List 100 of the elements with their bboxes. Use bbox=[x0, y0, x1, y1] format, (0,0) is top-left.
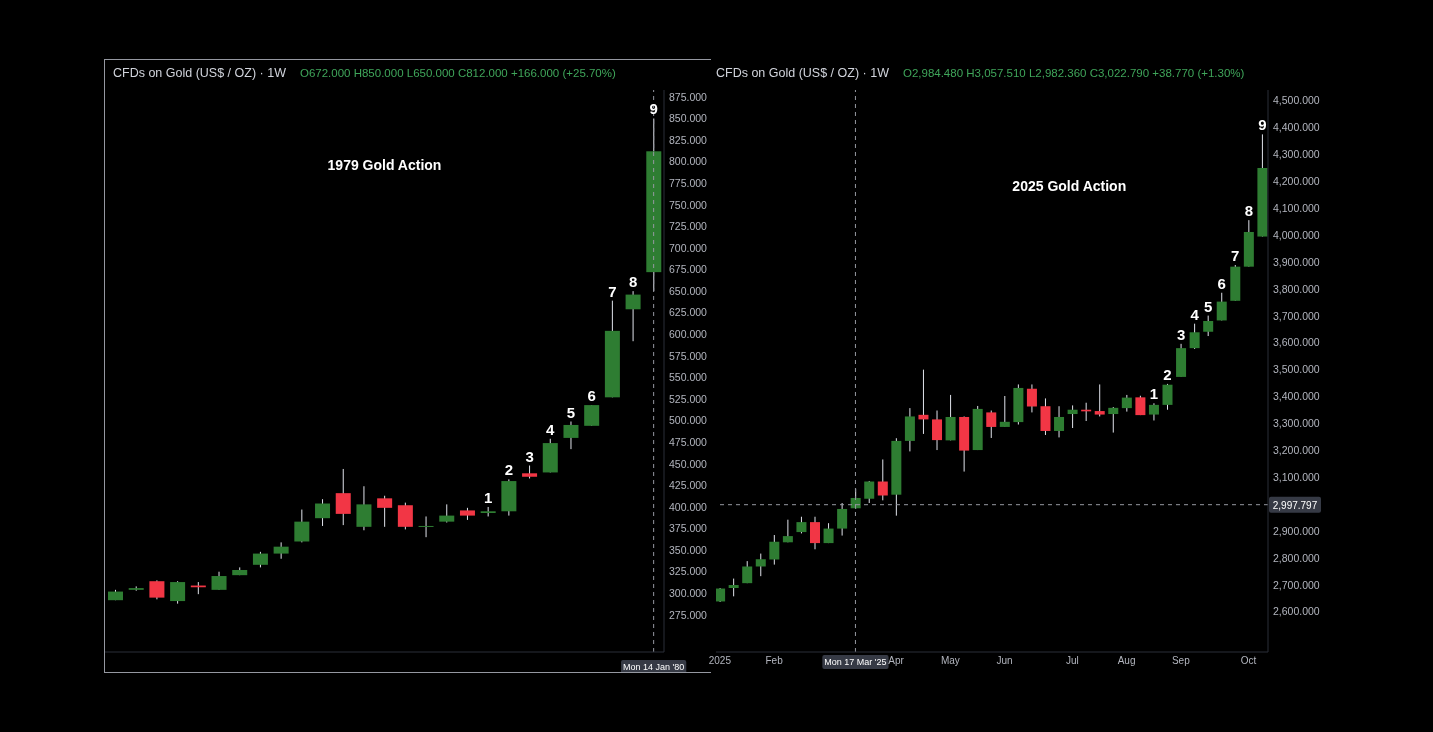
candlestick bbox=[1067, 404, 1078, 429]
candlestick bbox=[294, 509, 310, 543]
candlestick bbox=[356, 485, 372, 531]
y-tick-label: 750.000 bbox=[669, 198, 708, 211]
y-tick-label: 4,200.000 bbox=[1273, 175, 1320, 188]
y-tick-label: 4,000.000 bbox=[1273, 228, 1320, 241]
candlestick bbox=[563, 421, 579, 450]
x-tick-label: Jun bbox=[996, 655, 1013, 667]
y-tick-label: 425.000 bbox=[669, 479, 708, 492]
y-tick-label: 3,100.000 bbox=[1273, 470, 1320, 483]
x-tick-label: Sep bbox=[1171, 655, 1191, 667]
candlestick bbox=[418, 515, 434, 538]
y-tick-label: 2,900.000 bbox=[1273, 524, 1320, 537]
text: 5 bbox=[1204, 297, 1213, 315]
y-tick-label: 4,300.000 bbox=[1273, 148, 1320, 161]
y-tick-label: 4,100.000 bbox=[1273, 202, 1320, 215]
candlestick bbox=[1203, 315, 1214, 337]
candlestick bbox=[439, 503, 455, 524]
text: 3 bbox=[1176, 325, 1186, 343]
candlestick bbox=[170, 580, 186, 605]
chart-title: CFDs on Gold (US$ / OZ) · 1W bbox=[113, 66, 286, 80]
y-tick-label: 2,700.000 bbox=[1273, 578, 1320, 591]
y-tick-label: 2,600.000 bbox=[1273, 605, 1320, 618]
candlestick bbox=[1054, 405, 1065, 438]
candlestick bbox=[864, 480, 875, 504]
y-tick-label: 875.000 bbox=[669, 90, 708, 103]
y-tick-label: 575.000 bbox=[669, 349, 708, 362]
candlestick bbox=[1162, 383, 1173, 411]
candlestick bbox=[1108, 406, 1119, 434]
y-tick-label: 300.000 bbox=[669, 587, 708, 600]
y-tick-label: 625.000 bbox=[669, 306, 708, 319]
y-tick-label: 825.000 bbox=[669, 133, 708, 146]
candlestick bbox=[625, 290, 641, 342]
candlestick bbox=[999, 395, 1010, 428]
candlestick bbox=[1026, 383, 1037, 413]
candlestick bbox=[1216, 292, 1227, 321]
y-tick-label: 3,300.000 bbox=[1273, 417, 1320, 430]
candlestick bbox=[377, 495, 393, 528]
x-tick-label: Apr bbox=[888, 655, 905, 667]
text: 4 bbox=[546, 420, 555, 438]
y-tick-label: 3,200.000 bbox=[1273, 444, 1320, 457]
text: 8 bbox=[1244, 201, 1254, 219]
y-tick-label: 3,700.000 bbox=[1273, 309, 1320, 322]
y-tick-label: 3,600.000 bbox=[1273, 336, 1320, 349]
text: 9 bbox=[1258, 115, 1267, 133]
text: 6 bbox=[587, 386, 596, 404]
text: 1 bbox=[1149, 384, 1159, 402]
y-tick-label: 775.000 bbox=[669, 176, 708, 189]
text: 7 bbox=[1231, 246, 1240, 264]
y-tick-label: 3,900.000 bbox=[1273, 255, 1320, 268]
candlestick bbox=[837, 502, 848, 537]
candlestick bbox=[932, 410, 943, 451]
text: 2 bbox=[1163, 365, 1172, 383]
chart-subtitle: O2,984.480 H3,057.510 L2,982.360 C3,022.790 +38.770 (+1.30%) bbox=[902, 67, 1245, 79]
candlestick bbox=[945, 394, 956, 441]
y-tick-label: 375.000 bbox=[669, 522, 708, 535]
y-tick-label: 600.000 bbox=[669, 328, 708, 341]
y-tick-label: 275.000 bbox=[669, 608, 708, 621]
y-tick-label: 450.000 bbox=[669, 457, 708, 470]
text: 7 bbox=[608, 282, 617, 300]
candlestick bbox=[335, 468, 351, 526]
y-tick-label: 700.000 bbox=[669, 241, 708, 254]
y-tick-label: 800.000 bbox=[669, 155, 708, 168]
text: 4 bbox=[1190, 305, 1199, 323]
x-tick-label: Jul bbox=[1065, 655, 1079, 667]
y-tick-label: 725.000 bbox=[669, 220, 708, 233]
candlestick bbox=[584, 404, 600, 427]
x-tick-label: 2025 bbox=[708, 655, 732, 667]
candlestick bbox=[877, 458, 888, 501]
y-tick-label: 475.000 bbox=[669, 435, 708, 448]
y-tick-label: 3,400.000 bbox=[1273, 390, 1320, 403]
candlestick bbox=[769, 534, 780, 566]
text: 9 bbox=[649, 99, 658, 117]
y-tick-label: 4,400.000 bbox=[1273, 121, 1320, 134]
candlestick bbox=[315, 498, 331, 527]
candlestick bbox=[273, 541, 289, 560]
y-tick-label: 500.000 bbox=[669, 414, 708, 427]
y-tick-label: 2,800.000 bbox=[1273, 551, 1320, 564]
chart-title: CFDs on Gold (US$ / OZ) · 1W bbox=[716, 66, 889, 80]
y-tick-label: 3,500.000 bbox=[1273, 363, 1320, 376]
text: 5 bbox=[566, 403, 576, 420]
candlestick bbox=[810, 516, 820, 550]
text: 8 bbox=[628, 272, 638, 290]
candlestick bbox=[986, 410, 997, 439]
candlestick bbox=[149, 579, 165, 600]
x-tick-label: Feb bbox=[765, 655, 784, 667]
text: 1 bbox=[483, 488, 493, 506]
y-tick-label: 325.000 bbox=[669, 565, 708, 578]
x-tick-label: May bbox=[940, 655, 960, 667]
y-tick-label: 3,800.000 bbox=[1273, 282, 1320, 295]
y-tick-label: 4,500.000 bbox=[1273, 94, 1320, 107]
text: 2 bbox=[504, 460, 514, 478]
candlestick bbox=[1094, 383, 1105, 417]
candlestick bbox=[1189, 323, 1200, 350]
candlestick bbox=[211, 571, 227, 591]
y-tick-label: 400.000 bbox=[669, 500, 708, 513]
y-tick-label: 550.000 bbox=[669, 371, 708, 384]
candlestick bbox=[397, 502, 413, 530]
y-tick-label: 650.000 bbox=[669, 284, 708, 297]
text: 6 bbox=[1217, 274, 1226, 292]
